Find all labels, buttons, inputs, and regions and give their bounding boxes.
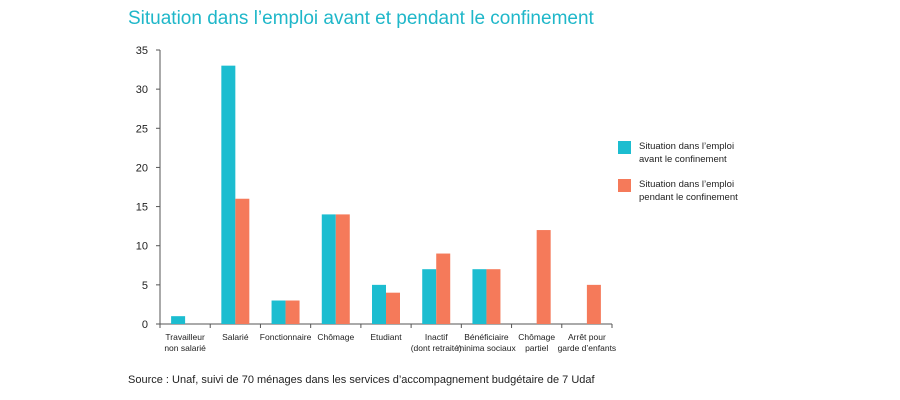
legend-item-during: Situation dans l’emploi pendant le confi…: [618, 178, 738, 204]
chart-title: Situation dans l’emploi avant et pendant…: [128, 8, 594, 29]
x-tick-label: Arrêt pour garde d’enfants: [558, 332, 617, 353]
x-tick-label-line: Travailleur: [165, 332, 205, 342]
bar-before: [372, 284, 386, 324]
source-note: Source : Unaf, suivi de 70 ménages dans …: [128, 374, 595, 386]
bar-before: [221, 65, 236, 325]
legend-swatch-before: [618, 141, 631, 154]
y-tick-label: 30: [136, 84, 148, 96]
bar-during: [586, 284, 601, 324]
legend-item-before: Situation dans l’emploi avant le confine…: [618, 140, 734, 166]
bar-during: [285, 300, 300, 324]
x-tick-label-line: minima sociaux: [457, 343, 516, 353]
x-tick-label: Bénéficiaire minima sociaux: [457, 332, 516, 353]
x-tick-label: Chômage partiel: [518, 332, 555, 353]
x-tick-label: Fonctionnaire: [260, 332, 312, 342]
x-tick-label-line: Fonctionnaire: [260, 332, 312, 342]
x-tick-label-line: Chômage: [518, 332, 555, 342]
y-tick-label: 35: [136, 45, 148, 57]
legend-label-during: Situation dans l’emploi pendant le confi…: [639, 179, 738, 203]
y-tick-label: 15: [136, 202, 148, 214]
bar-before: [472, 269, 487, 324]
x-tick-label-line: Arrêt pour: [568, 332, 606, 342]
bar-during: [436, 253, 451, 324]
legend-label-before: Situation dans l’emploi avant le confine…: [639, 141, 735, 165]
x-tick-label-line: Chômage: [317, 332, 354, 342]
x-tick-label: Chômage: [317, 332, 354, 342]
bar-during: [386, 292, 400, 324]
x-tick-label: Inactif (dont retraité): [411, 332, 462, 353]
y-tick-label: 25: [136, 123, 148, 135]
bar-during: [235, 198, 250, 324]
bar-before: [271, 300, 286, 324]
x-tick-label: Etudiant: [370, 332, 402, 342]
x-tick-label-line: Inactif: [425, 332, 448, 342]
x-tick-label-line: (dont retraité): [411, 343, 462, 353]
x-tick-label: Travailleur non salarié: [164, 332, 206, 353]
x-tick-label: Salarié: [222, 332, 249, 342]
x-tick-label-line: non salarié: [164, 343, 206, 353]
y-tick-label: 10: [136, 241, 148, 253]
bar-during: [486, 269, 501, 324]
bar-before: [321, 214, 336, 324]
x-tick-label-line: Etudiant: [370, 332, 402, 342]
bar-during: [335, 214, 350, 324]
y-tick-label: 0: [142, 319, 148, 331]
y-tick-label: 20: [136, 162, 148, 174]
x-tick-label-line: garde d’enfants: [558, 343, 617, 353]
bar-during: [536, 230, 551, 324]
legend-swatch-during: [618, 179, 631, 192]
bar-before: [171, 316, 186, 324]
x-tick-label-line: Bénéficiaire: [464, 332, 509, 342]
x-tick-label-line: Salarié: [222, 332, 249, 342]
bar-before: [422, 269, 437, 324]
x-tick-label-line: partiel: [525, 343, 548, 353]
y-tick-label: 5: [142, 280, 148, 292]
